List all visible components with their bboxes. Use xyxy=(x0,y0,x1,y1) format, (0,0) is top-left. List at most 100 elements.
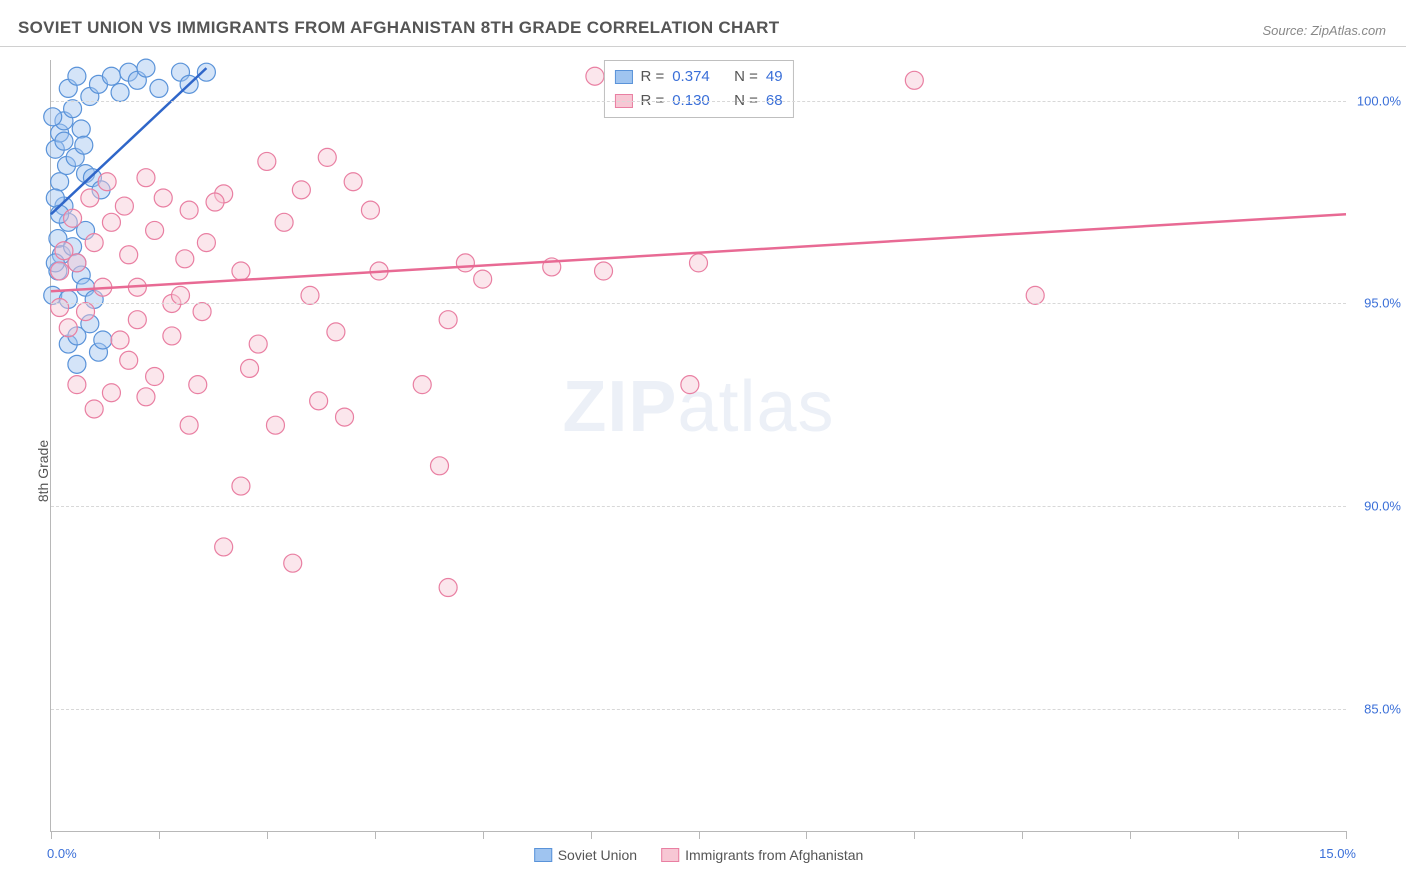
scatter-point xyxy=(176,250,194,268)
x-tick xyxy=(699,831,700,839)
scatter-point xyxy=(111,83,129,101)
scatter-point xyxy=(102,213,120,231)
scatter-point xyxy=(120,351,138,369)
scatter-point xyxy=(55,242,73,260)
source-label: Source: ZipAtlas.com xyxy=(1262,23,1386,38)
stats-row-soviet: R = 0.374 N = 49 xyxy=(614,65,782,89)
scatter-point xyxy=(284,554,302,572)
scatter-point xyxy=(44,108,62,126)
scatter-point xyxy=(146,368,164,386)
scatter-point xyxy=(180,416,198,434)
scatter-point xyxy=(102,384,120,402)
scatter-point xyxy=(111,331,129,349)
scatter-point xyxy=(193,303,211,321)
plot-area: ZIPatlas R = 0.374 N = 49 R = 0.130 N = … xyxy=(50,60,1346,832)
scatter-point xyxy=(206,193,224,211)
scatter-point xyxy=(327,323,345,341)
legend-item-soviet: Soviet Union xyxy=(534,847,637,863)
x-tick xyxy=(483,831,484,839)
scatter-point xyxy=(249,335,267,353)
y-axis-label: 8th Grade xyxy=(35,440,51,502)
scatter-point xyxy=(120,246,138,264)
scatter-point xyxy=(163,327,181,345)
scatter-point xyxy=(474,270,492,288)
scatter-point xyxy=(68,67,86,85)
scatter-point xyxy=(439,311,457,329)
scatter-svg xyxy=(51,60,1346,831)
n-label: N = xyxy=(734,65,758,89)
chart-header: SOVIET UNION VS IMMIGRANTS FROM AFGHANIS… xyxy=(0,0,1406,47)
scatter-point xyxy=(128,311,146,329)
legend-label-soviet: Soviet Union xyxy=(558,847,637,863)
scatter-point xyxy=(318,148,336,166)
x-tick xyxy=(159,831,160,839)
x-tick xyxy=(806,831,807,839)
legend-item-afghan: Immigrants from Afghanistan xyxy=(661,847,863,863)
chart-title: SOVIET UNION VS IMMIGRANTS FROM AFGHANIS… xyxy=(18,18,779,38)
r-label: R = xyxy=(640,65,664,89)
swatch-soviet xyxy=(614,70,632,84)
r-value-soviet: 0.374 xyxy=(672,65,710,89)
scatter-point xyxy=(456,254,474,272)
scatter-point xyxy=(146,221,164,239)
scatter-point xyxy=(232,262,250,280)
scatter-point xyxy=(344,173,362,191)
scatter-point xyxy=(241,359,259,377)
bottom-legend: Soviet Union Immigrants from Afghanistan xyxy=(534,847,864,863)
scatter-point xyxy=(51,173,69,191)
gridline-h xyxy=(51,709,1346,710)
gridline-h xyxy=(51,506,1346,507)
x-tick xyxy=(375,831,376,839)
scatter-point xyxy=(94,331,112,349)
scatter-point xyxy=(72,120,90,138)
x-end-label: 15.0% xyxy=(1319,846,1356,861)
scatter-point xyxy=(431,457,449,475)
scatter-point xyxy=(68,376,86,394)
x-tick xyxy=(1238,831,1239,839)
n-value-soviet: 49 xyxy=(766,65,783,89)
scatter-point xyxy=(77,303,95,321)
x-start-label: 0.0% xyxy=(47,846,77,861)
scatter-point xyxy=(150,79,168,97)
chart-container: 8th Grade ZIPatlas R = 0.374 N = 49 R = … xyxy=(0,50,1406,892)
x-tick xyxy=(1346,831,1347,839)
scatter-point xyxy=(336,408,354,426)
scatter-point xyxy=(137,388,155,406)
gridline-h xyxy=(51,303,1346,304)
trend-line xyxy=(51,214,1346,291)
scatter-point xyxy=(137,169,155,187)
scatter-point xyxy=(197,63,215,81)
scatter-point xyxy=(68,355,86,373)
scatter-point xyxy=(275,213,293,231)
scatter-point xyxy=(586,67,604,85)
scatter-point xyxy=(85,234,103,252)
scatter-point xyxy=(81,189,99,207)
x-tick xyxy=(914,831,915,839)
scatter-point xyxy=(115,197,133,215)
x-tick xyxy=(1130,831,1131,839)
scatter-point xyxy=(413,376,431,394)
scatter-point xyxy=(361,201,379,219)
scatter-point xyxy=(595,262,613,280)
scatter-point xyxy=(189,376,207,394)
y-tick-label: 85.0% xyxy=(1364,702,1401,717)
scatter-point xyxy=(180,201,198,219)
scatter-point xyxy=(102,67,120,85)
gridline-h xyxy=(51,101,1346,102)
scatter-point xyxy=(154,189,172,207)
scatter-point xyxy=(1026,286,1044,304)
scatter-point xyxy=(51,299,69,317)
x-tick xyxy=(591,831,592,839)
stats-legend-box: R = 0.374 N = 49 R = 0.130 N = 68 xyxy=(603,60,793,118)
scatter-point xyxy=(64,209,82,227)
scatter-point xyxy=(232,477,250,495)
scatter-point xyxy=(439,579,457,597)
scatter-point xyxy=(137,59,155,77)
x-tick xyxy=(267,831,268,839)
scatter-point xyxy=(64,100,82,118)
legend-label-afghan: Immigrants from Afghanistan xyxy=(685,847,863,863)
scatter-point xyxy=(292,181,310,199)
swatch-soviet-icon xyxy=(534,848,552,862)
swatch-afghan-icon xyxy=(661,848,679,862)
scatter-point xyxy=(51,262,69,280)
